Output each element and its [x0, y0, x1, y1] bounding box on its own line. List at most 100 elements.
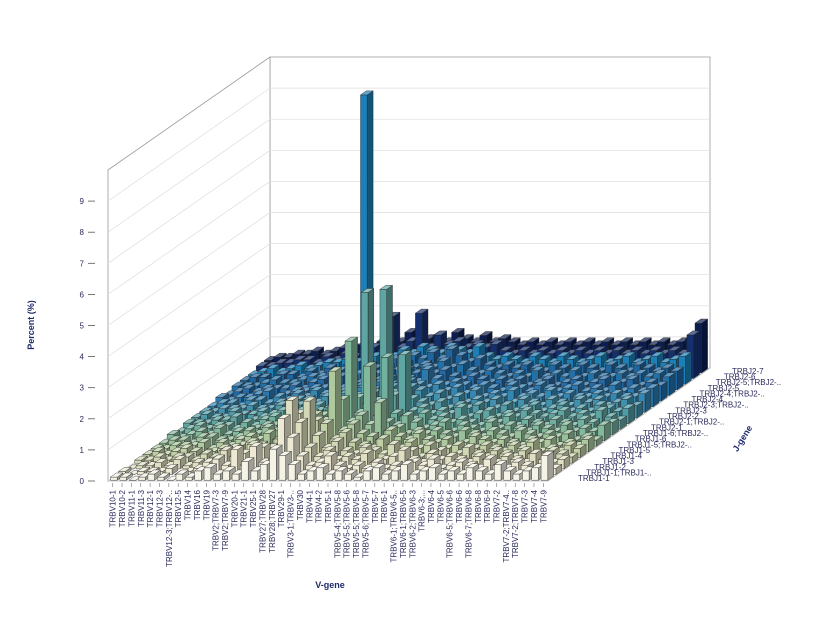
bar-top [500, 400, 514, 406]
bar-top [439, 429, 453, 435]
bar-top [668, 346, 681, 351]
x-tick-label: TRBV19 [202, 489, 211, 520]
bar-top [525, 435, 539, 440]
bar-top [529, 449, 542, 454]
bar-top [394, 432, 408, 437]
bar-top [521, 415, 535, 420]
bar-top [529, 409, 543, 414]
bar [175, 469, 189, 481]
bar-top [110, 472, 124, 478]
bar-top [191, 458, 205, 463]
bar-top [321, 352, 335, 357]
z-tick-label: 1 [80, 446, 85, 455]
bar-top [608, 380, 622, 386]
bar-top [610, 389, 623, 394]
x-tick-label: TRBV12-3 [156, 489, 165, 527]
bar [147, 469, 161, 481]
bar-top [256, 361, 269, 367]
bar-top [193, 421, 207, 426]
bar-top [366, 432, 379, 437]
bar [597, 420, 611, 441]
x-tick-label: TRBV4-2 [315, 489, 324, 522]
grid-line [107, 212, 710, 326]
depth-tick-label: TRBJ1-3 [602, 457, 634, 466]
bar-top [291, 389, 305, 394]
grid-line [107, 305, 710, 420]
bar-top [472, 452, 486, 457]
bar-top [650, 351, 664, 357]
bar-top [494, 460, 507, 465]
bar-side [547, 451, 554, 481]
bar-top [344, 469, 358, 475]
bar-top [306, 372, 320, 377]
bar-front [260, 464, 268, 481]
bar-top [203, 463, 217, 468]
bar-top [331, 437, 345, 442]
bar-front [484, 473, 492, 481]
bar-top [557, 455, 571, 460]
bar-top [178, 441, 192, 446]
x-tick-label: TRBV5-7 [371, 489, 380, 522]
bar-top [662, 372, 676, 377]
bar-top [372, 463, 386, 468]
x-tick-label: TRBV7-2;TRBV7-4.. [502, 490, 511, 562]
bar-top [255, 404, 269, 409]
bar-top [433, 388, 447, 394]
bar-top [196, 432, 210, 438]
bar-top [694, 318, 708, 324]
bar-top [646, 383, 660, 389]
x-tick-label: TRBV27;TRBV28 [259, 489, 268, 552]
bar-top [490, 340, 504, 345]
x-tick-label: TRBV12-3;TRBV12-.. [165, 490, 174, 567]
bar-top [501, 409, 515, 414]
bar-top [278, 378, 292, 384]
bar-top [277, 414, 291, 419]
x-tick-label: TRBV30 [296, 489, 305, 520]
bar-front [316, 467, 324, 481]
bar-top [497, 435, 511, 440]
bar-top [277, 370, 291, 375]
bar-top [376, 434, 390, 440]
bar-top [626, 375, 640, 380]
bar-front [522, 470, 530, 481]
bar-top [390, 409, 404, 414]
bar-top [415, 308, 429, 314]
bar-top [484, 366, 498, 371]
bar-front [278, 455, 286, 481]
bar-top [242, 384, 256, 389]
bar-top [286, 370, 300, 375]
bar-front [241, 461, 249, 481]
bar-top [619, 337, 633, 342]
bar-top [555, 346, 569, 351]
bar-top [209, 413, 223, 418]
x-tick-label: TRBV12-5 [174, 489, 183, 527]
bar-top [478, 435, 492, 440]
bar-top [344, 336, 358, 342]
x-tick-label: TRBV3-1;TRBV3-.. [287, 490, 296, 558]
x-tick-label: TRBV6-5;TRBV6-6 [446, 489, 455, 558]
bar-top [503, 466, 517, 472]
bar-top [273, 392, 286, 398]
z-tick-label: 0 [80, 477, 85, 486]
bar-top [499, 449, 513, 455]
bar-side [701, 318, 708, 374]
bar-top [296, 451, 310, 457]
bar-front [540, 455, 548, 481]
bar-top [246, 440, 260, 445]
bar-top [482, 406, 496, 411]
bar-top [568, 366, 582, 371]
bar-top [510, 355, 523, 360]
bar-front [175, 473, 183, 481]
bar-top [222, 466, 236, 472]
bar-top [243, 426, 257, 431]
bar-top [260, 420, 274, 426]
bar-top [450, 383, 464, 388]
bar-top [304, 442, 318, 448]
bar-top [118, 467, 132, 472]
bar-front [363, 470, 371, 481]
grid-line [107, 87, 710, 202]
bar-top [605, 360, 618, 366]
bar-top [266, 364, 280, 369]
bar-front [372, 467, 380, 481]
bar-top [563, 389, 577, 394]
